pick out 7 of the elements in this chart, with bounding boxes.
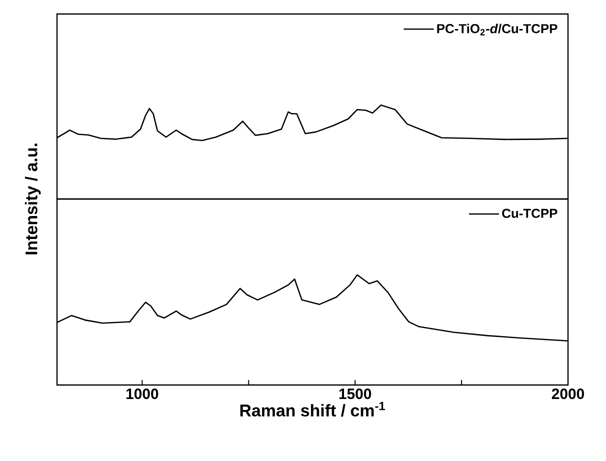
- x-tick-label: 1500: [339, 388, 372, 400]
- y-axis-title: Intensity / a.u.: [24, 144, 41, 254]
- legend-label: PC-TiO$_{2}$-d/Cu-TCPP: [437, 24, 558, 36]
- x-tick-label: 2000: [552, 388, 584, 400]
- x-axis-title: Raman shift / cm$^{-1}$: [240, 402, 385, 417]
- x-tick-label: 1000: [126, 388, 158, 400]
- legend-label: Cu-TCPP: [502, 208, 558, 218]
